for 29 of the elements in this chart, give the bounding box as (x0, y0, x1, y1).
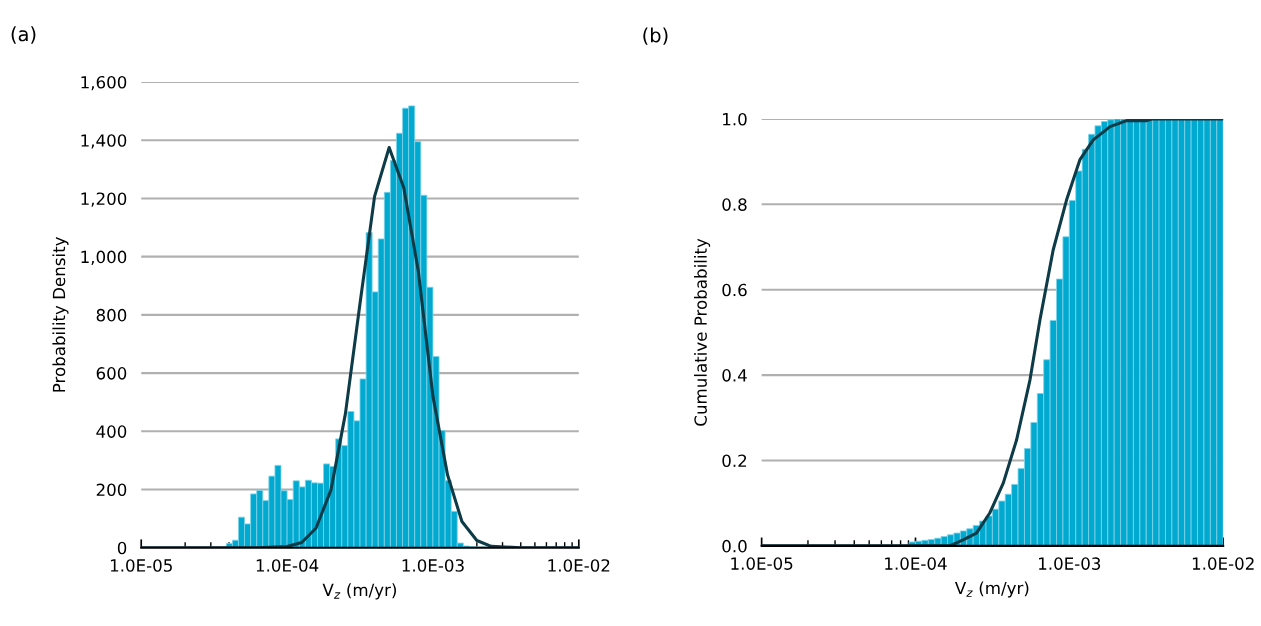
chart-title: (b) (643, 27, 668, 45)
y-tick-label: 0.8 (722, 198, 747, 211)
x-tick-label: 1.0E-02 (548, 559, 610, 572)
y-tick-label: 0 (117, 541, 127, 555)
y-axis-title: Cumulative Probability (694, 238, 711, 426)
x-tick-label: 1.0E-04 (256, 559, 319, 572)
y-tick-label: 0.0 (722, 539, 747, 553)
chart-title: (a) (11, 26, 36, 44)
x-tick-label: 1.0E-05 (731, 557, 793, 570)
x-axis-title: V$_{z}$ (m/yr) (322, 583, 397, 600)
y-tick-label: 1,400 (81, 134, 127, 149)
y-tick-label: 1,000 (81, 250, 127, 265)
x-tick-label: 1.0E-03 (402, 559, 464, 572)
y-tick-label: 600 (96, 367, 127, 380)
y-tick-label: 400 (96, 425, 127, 438)
y-tick-label: 0.6 (722, 283, 747, 297)
x-tick-label: 1.0E-03 (1039, 557, 1101, 570)
y-tick-label: 1,200 (81, 192, 127, 207)
y-tick-label: 1.0 (723, 112, 747, 126)
y-axis-title: Probability Density (52, 237, 69, 392)
x-tick-label: 1.0E-02 (1192, 557, 1254, 570)
y-tick-label: 1,600 (81, 75, 127, 91)
y-tick-label: 200 (96, 483, 127, 497)
y-tick-label: 0.4 (722, 369, 747, 382)
y-tick-label: 0.2 (722, 454, 747, 468)
x-tick-label: 1.0E-04 (885, 557, 947, 570)
x-tick-label: 1.0E-05 (110, 559, 172, 572)
y-tick-label: 800 (96, 308, 127, 322)
x-axis-title: V$_{z}$ (m/yr) (954, 581, 1029, 598)
